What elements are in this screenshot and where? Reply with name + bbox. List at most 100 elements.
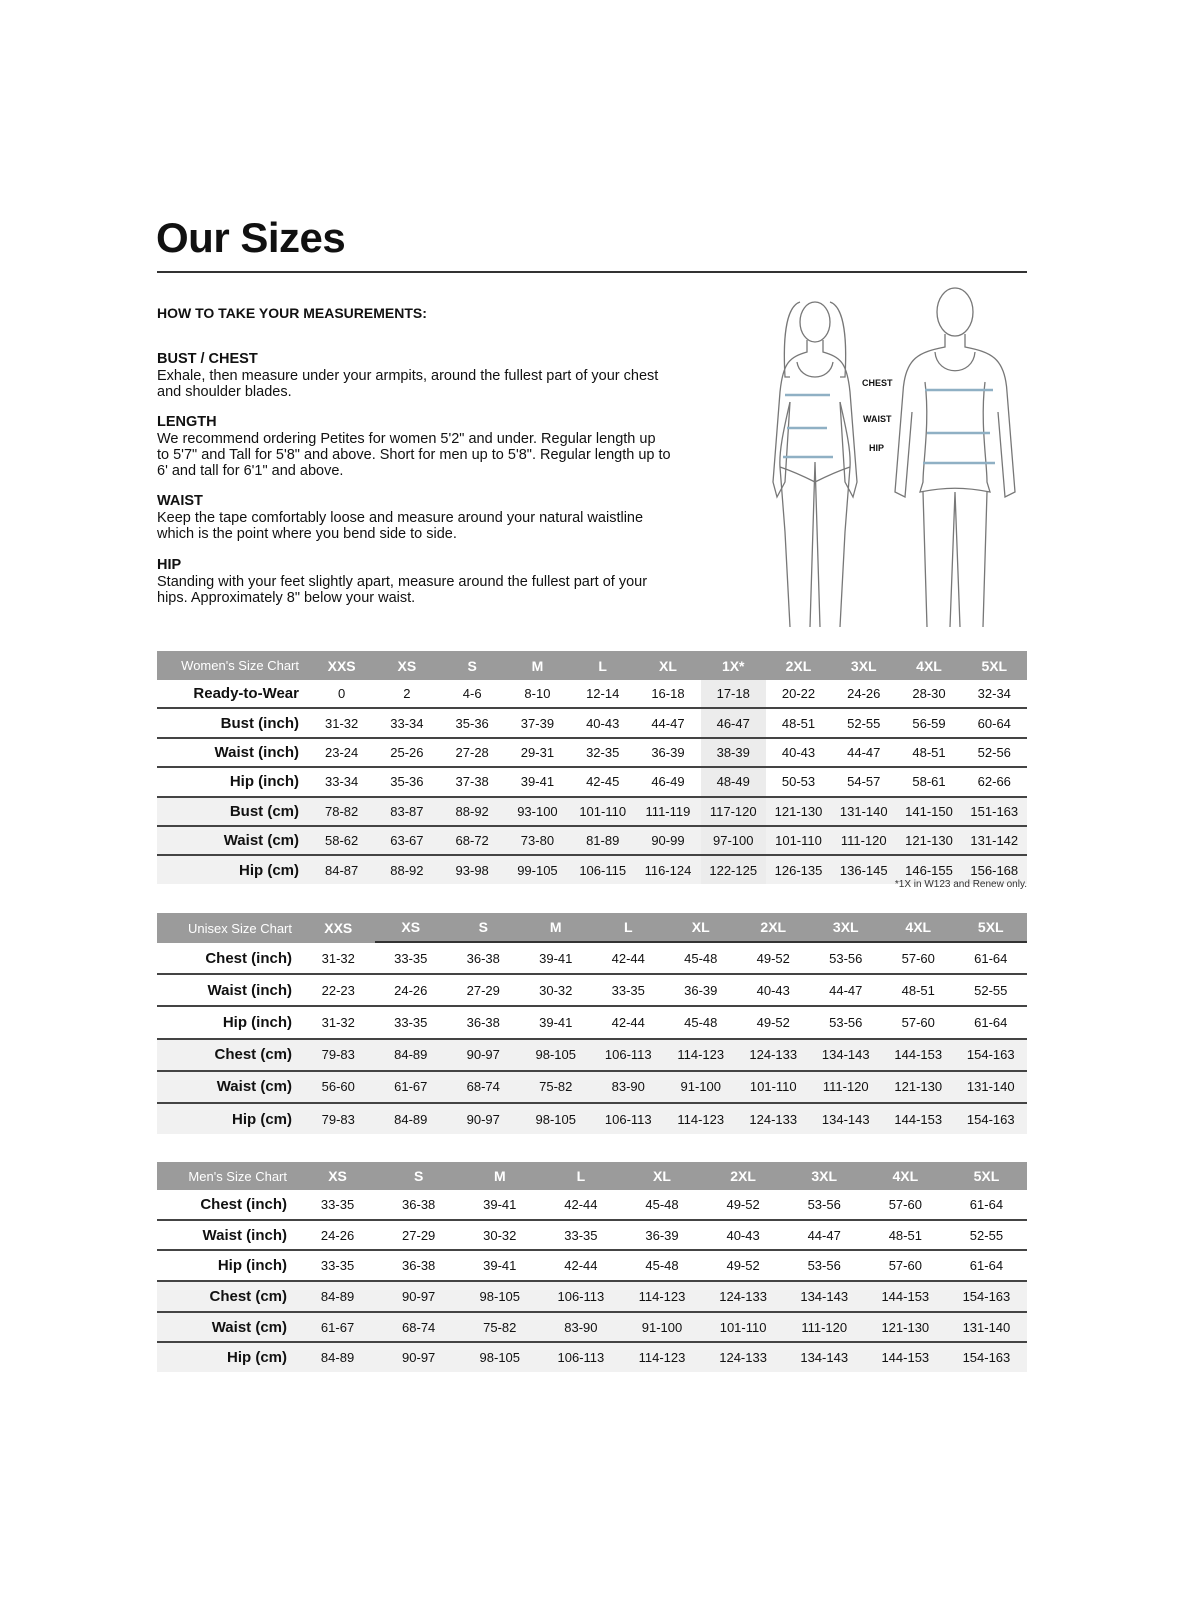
size-value: 81-89 [586,833,620,849]
size-header: 3XL [811,1168,838,1184]
size-value: 79-83 [321,1111,355,1127]
size-header: 3XL [850,657,877,674]
size-value: 111-119 [645,803,691,819]
row-label: Hip (cm) [232,1110,292,1128]
size-value: 45-48 [645,1258,679,1274]
size-value: 33-34 [390,715,424,731]
size-value: 61-67 [394,1079,428,1095]
section-heading: BUST / CHEST [157,351,258,367]
size-header: S [413,1168,424,1184]
male-figure-icon [894,287,1016,628]
size-value: 75-82 [483,1319,517,1335]
size-header: S [447,913,520,943]
size-value: 45-48 [684,950,718,966]
size-value: 114-123 [638,1350,686,1366]
hip-label: HIP [869,443,885,453]
table-row: Waist (inch) 24-26 27-29 30-32 33-35 36-39 40-… [157,1221,1027,1252]
size-value: 122-125 [700,856,766,884]
size-header: 5XL [981,657,1008,674]
size-value: 154-163 [962,1288,1011,1304]
table-row: Bust (cm) 78-82 83-87 88-92 93-100 101-110 111… [157,797,1027,827]
size-header: 2XL [785,657,812,674]
size-value: 33-35 [320,1196,355,1212]
size-value: 131-140 [962,1319,1011,1335]
size-header: 4XL [892,1168,919,1184]
size-header: L [598,657,607,674]
size-value: 121-130 [905,833,953,849]
size-value: 49-52 [756,1014,790,1030]
size-value: 31-32 [321,1014,355,1030]
section-text: to 5'7" and Tall for 5'8" and above. Sho… [157,447,671,463]
size-value: 42-44 [611,1014,645,1030]
size-value: 61-67 [320,1319,355,1335]
size-value: 101-110 [775,833,822,849]
title-divider [157,271,1027,273]
size-value: 32-34 [977,686,1011,702]
size-value: 58-61 [912,774,946,790]
size-value: 27-28 [455,744,489,760]
size-value: 117-120 [700,797,766,825]
size-value: 84-89 [320,1288,355,1304]
size-value: 60-64 [977,715,1011,731]
size-value: 61-64 [974,950,1008,966]
size-value: 57-60 [888,1258,922,1274]
size-value: 40-43 [586,715,620,731]
section-text: 6' and tall for 6'1" and above. [157,463,344,479]
footnote: *1X in W123 and Renew only. [894,879,1027,890]
size-value: 33-35 [394,1014,428,1030]
size-value: 124-133 [749,1047,798,1063]
size-header: XL [653,1168,671,1184]
size-value: 101-110 [579,803,627,819]
section-text: Standing with your feet slightly apart, … [157,574,648,590]
table-header: Women's Size Chart XXS XS S M L XL 1X* 2XL 3XL 4XL… [157,651,1027,680]
size-header: M [531,657,544,674]
size-value: 84-89 [394,1111,428,1127]
section-text: hips. Approximately 8" below your waist. [157,590,416,606]
size-value: 27-29 [402,1227,436,1243]
row-label: Waist (cm) [211,1318,287,1336]
size-value: 24-26 [320,1227,355,1243]
row-label: Hip (cm) [227,1349,287,1367]
size-value: 57-60 [901,950,935,966]
size-value: 36-38 [402,1196,436,1212]
size-value: 90-97 [466,1047,500,1063]
size-value: 144-153 [894,1111,943,1127]
size-value: 68-72 [455,833,489,849]
size-value: 52-56 [977,744,1011,760]
table-row: Hip (inch) 33-35 36-38 39-41 42-44 45-48 49-52… [157,1251,1027,1283]
size-value: 23-24 [325,744,359,760]
table-row: Hip (cm) 84-89 90-97 98-105 106-113 114-123 12… [157,1343,1027,1373]
size-value: 44-47 [651,715,685,731]
size-value: 151-163 [970,803,1019,819]
size-value: 79-83 [321,1047,355,1063]
size-value: 40-43 [781,744,816,760]
size-value: 25-26 [390,744,424,760]
size-value: 33-35 [394,950,428,966]
size-value: 111-120 [801,1319,848,1335]
size-value: 24-26 [394,982,428,998]
size-value: 39-41 [483,1258,517,1274]
size-value: 49-52 [756,950,790,966]
size-value: 40-43 [726,1227,760,1243]
measurement-section: BUST / CHEST Exhale, then measure under y… [157,350,717,400]
table-title: Men's Size Chart [188,1168,287,1184]
size-value: 45-48 [645,1196,679,1212]
size-value: 57-60 [888,1196,922,1212]
row-label: Waist (inch) [202,1226,287,1244]
size-value: 144-153 [881,1350,930,1366]
size-header: M [519,913,592,943]
table-row: Waist (cm) 61-67 68-74 75-82 83-90 91-100 101-… [157,1312,1027,1344]
size-value: 124-133 [719,1350,767,1366]
size-value: 93-98 [455,862,489,878]
section-text: We recommend ordering Petites for women … [157,431,656,447]
size-header: 5XL [954,913,1027,943]
size-value: 83-87 [390,803,424,819]
size-value: 101-110 [719,1319,767,1335]
section-text: and shoulder blades. [157,384,292,400]
row-label: Waist (cm) [216,1078,292,1096]
row-label: Waist (inch) [207,981,292,999]
size-value: 78-82 [325,803,359,819]
section-text: which is the point where you bend side t… [157,526,457,542]
row-label: Chest (cm) [214,1046,292,1064]
size-value: 106-113 [557,1350,605,1366]
